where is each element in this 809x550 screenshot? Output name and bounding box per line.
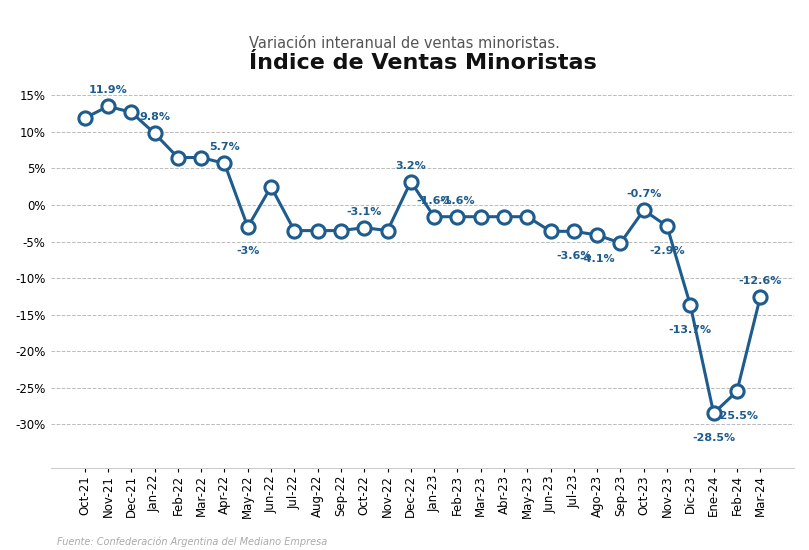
Text: 11.9%: 11.9% — [89, 85, 127, 95]
Point — [288, 226, 301, 235]
Text: -25.5%: -25.5% — [715, 411, 758, 421]
Point — [125, 108, 138, 117]
Text: -3%: -3% — [236, 246, 260, 256]
Title: Índice de Ventas Minoristas: Índice de Ventas Minoristas — [248, 53, 596, 74]
Text: -1.6%: -1.6% — [417, 196, 452, 206]
Point — [148, 129, 161, 138]
Text: 3.2%: 3.2% — [396, 161, 426, 170]
Text: -13.7%: -13.7% — [669, 324, 712, 334]
Text: -12.6%: -12.6% — [739, 276, 782, 286]
Point — [218, 159, 231, 168]
Point — [311, 226, 324, 235]
Text: -2.9%: -2.9% — [650, 246, 685, 256]
Text: -4.1%: -4.1% — [579, 255, 615, 265]
Point — [707, 409, 720, 417]
Point — [172, 153, 184, 162]
Point — [754, 293, 767, 301]
Text: 5.7%: 5.7% — [209, 142, 239, 152]
Point — [334, 226, 347, 235]
Point — [567, 227, 580, 236]
Point — [101, 102, 114, 111]
Point — [381, 226, 394, 235]
Point — [498, 212, 510, 221]
Point — [684, 301, 697, 310]
Text: -1.6%: -1.6% — [439, 196, 475, 206]
Point — [637, 206, 650, 214]
Point — [591, 230, 604, 239]
Text: Variación interanual de ventas minoristas.: Variación interanual de ventas minorista… — [249, 36, 560, 51]
Point — [614, 239, 627, 248]
Point — [474, 212, 487, 221]
Point — [451, 212, 464, 221]
Text: -0.7%: -0.7% — [626, 189, 662, 199]
Point — [428, 212, 441, 221]
Text: -28.5%: -28.5% — [692, 433, 735, 443]
Point — [195, 153, 208, 162]
Text: 9.8%: 9.8% — [139, 112, 170, 122]
Point — [78, 114, 91, 123]
Point — [265, 183, 277, 191]
Point — [731, 387, 743, 396]
Text: -3.1%: -3.1% — [346, 207, 382, 217]
Point — [661, 222, 674, 230]
Point — [521, 212, 534, 221]
Text: Fuente: Confederación Argentina del Mediano Empresa: Fuente: Confederación Argentina del Medi… — [57, 537, 327, 547]
Point — [241, 223, 254, 232]
Text: -3.6%: -3.6% — [556, 251, 591, 261]
Point — [404, 177, 417, 186]
Point — [544, 227, 557, 236]
Point — [358, 223, 371, 232]
